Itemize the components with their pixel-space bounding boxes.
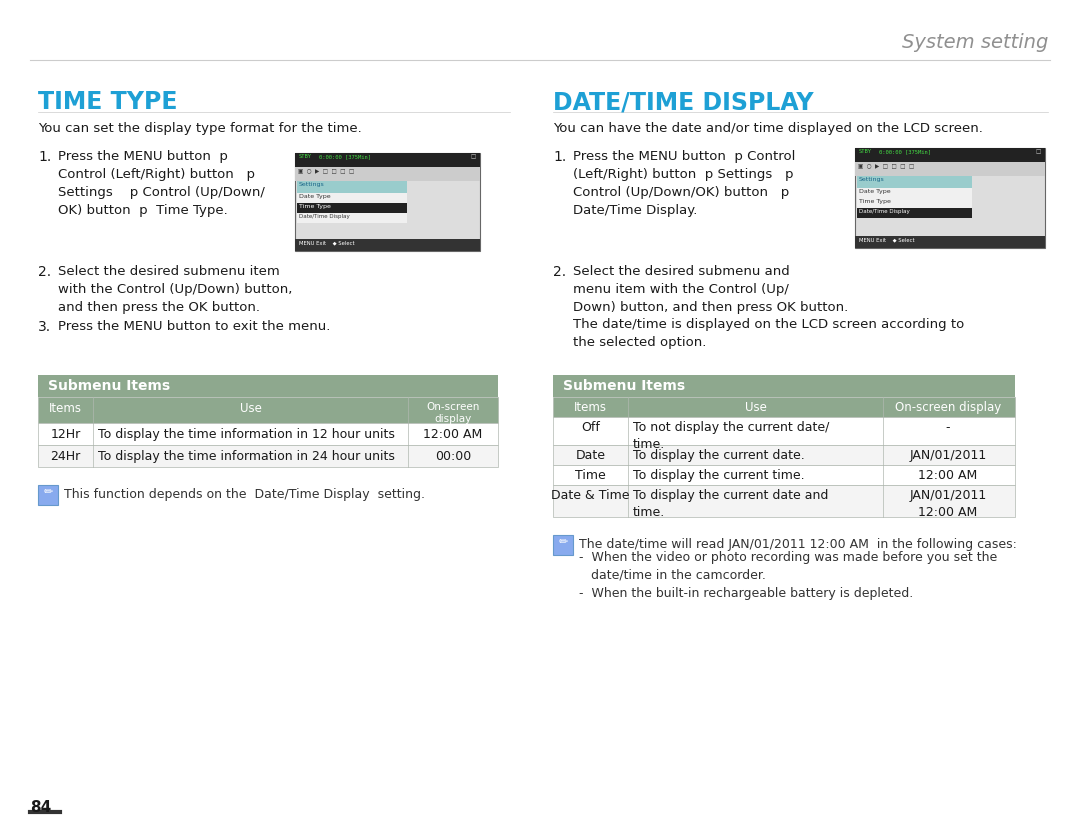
- Text: ▣  ○  ▶  □  □  □  □: ▣ ○ ▶ □ □ □ □: [298, 168, 354, 173]
- Text: DATE/TIME DISPLAY: DATE/TIME DISPLAY: [553, 90, 813, 114]
- Bar: [297, 181, 407, 193]
- Bar: [38, 485, 58, 505]
- Bar: [297, 203, 407, 213]
- Bar: [553, 465, 1015, 485]
- Text: The date/time is displayed on the LCD screen according to
the selected option.: The date/time is displayed on the LCD sc…: [573, 318, 964, 349]
- Text: 2.: 2.: [38, 265, 51, 279]
- Text: Select the desired submenu and
menu item with the Control (Up/
Down) button, and: Select the desired submenu and menu item…: [573, 265, 848, 314]
- Text: ▣  ○  ▶  □  □  □  □: ▣ ○ ▶ □ □ □ □: [858, 163, 915, 168]
- Text: System setting: System setting: [902, 33, 1048, 52]
- Text: Submenu Items: Submenu Items: [48, 379, 171, 393]
- Bar: [38, 423, 498, 445]
- Text: To display the current date and
time.: To display the current date and time.: [633, 489, 828, 518]
- Text: This function depends on the  Date/Time Display  setting.: This function depends on the Date/Time D…: [64, 488, 426, 501]
- Bar: [553, 417, 1015, 445]
- Bar: [858, 208, 972, 218]
- Bar: [855, 148, 1045, 162]
- Text: JAN/01/2011: JAN/01/2011: [909, 449, 987, 462]
- Text: The date/time will read JAN/01/2011 12:00 AM  in the following cases:: The date/time will read JAN/01/2011 12:0…: [579, 538, 1017, 551]
- Text: On-screen display: On-screen display: [895, 401, 1001, 414]
- Text: Time: Time: [576, 469, 606, 482]
- Text: MENU Exit    ◆ Select: MENU Exit ◆ Select: [859, 237, 915, 242]
- Text: Use: Use: [744, 401, 767, 414]
- Text: Date: Date: [576, 449, 606, 462]
- Text: Date Type: Date Type: [859, 189, 891, 194]
- Bar: [553, 397, 1015, 417]
- Text: 1.: 1.: [553, 150, 566, 164]
- Bar: [297, 193, 407, 203]
- Bar: [38, 445, 498, 467]
- Text: 24Hr: 24Hr: [51, 450, 81, 463]
- Text: Off: Off: [581, 421, 599, 434]
- Text: -  When the video or photo recording was made before you set the
   date/time in: - When the video or photo recording was …: [579, 551, 997, 600]
- Bar: [295, 153, 480, 251]
- Text: Use: Use: [240, 402, 261, 415]
- Text: You can have the date and/or time displayed on the LCD screen.: You can have the date and/or time displa…: [553, 122, 983, 135]
- Text: 12:00 AM: 12:00 AM: [918, 469, 977, 482]
- Bar: [858, 198, 972, 208]
- Text: Select the desired submenu item
with the Control (Up/Down) button,
and then pres: Select the desired submenu item with the…: [58, 265, 293, 314]
- Bar: [38, 375, 498, 397]
- Bar: [553, 375, 1015, 397]
- Text: To display the time information in 12 hour units: To display the time information in 12 ho…: [98, 428, 395, 441]
- Bar: [38, 397, 498, 423]
- Text: 0:00:00 [375Min]: 0:00:00 [375Min]: [319, 154, 372, 159]
- Bar: [855, 148, 1045, 248]
- Text: Items: Items: [573, 401, 607, 414]
- Bar: [553, 485, 1015, 517]
- Text: 00:00: 00:00: [435, 450, 471, 463]
- Text: JAN/01/2011
12:00 AM: JAN/01/2011 12:00 AM: [909, 489, 987, 518]
- Text: ✏: ✏: [43, 487, 53, 497]
- Text: 1.: 1.: [38, 150, 51, 164]
- Text: To display the current time.: To display the current time.: [633, 469, 805, 482]
- Text: Items: Items: [49, 402, 82, 415]
- Bar: [553, 535, 573, 555]
- Text: Date & Time: Date & Time: [551, 489, 630, 502]
- Bar: [553, 445, 1015, 465]
- Bar: [297, 213, 407, 223]
- Text: Date/Time Display: Date/Time Display: [299, 214, 350, 219]
- Text: 3.: 3.: [38, 320, 51, 334]
- Bar: [855, 162, 1045, 176]
- Text: 12:00 AM: 12:00 AM: [423, 428, 483, 441]
- Text: -: -: [946, 421, 950, 434]
- Bar: [295, 167, 480, 181]
- Text: Time Type: Time Type: [299, 204, 330, 209]
- Text: Press the MENU button to exit the menu.: Press the MENU button to exit the menu.: [58, 320, 330, 333]
- Text: Press the MENU button  p
Control (Left/Right) button   p
Settings    p Control (: Press the MENU button p Control (Left/Ri…: [58, 150, 265, 217]
- Text: 2.: 2.: [553, 265, 566, 279]
- Text: Press the MENU button  p Control
(Left/Right) button  p Settings   p
Control (Up: Press the MENU button p Control (Left/Ri…: [573, 150, 795, 217]
- Text: Settings: Settings: [859, 177, 885, 182]
- Text: On-screen
display: On-screen display: [427, 402, 480, 424]
- Text: 84: 84: [30, 800, 51, 815]
- Text: TIME TYPE: TIME TYPE: [38, 90, 177, 114]
- Text: MENU Exit    ◆ Select: MENU Exit ◆ Select: [299, 240, 354, 245]
- Text: Date Type: Date Type: [299, 194, 330, 199]
- Text: 12Hr: 12Hr: [51, 428, 81, 441]
- Text: ✏: ✏: [558, 537, 568, 547]
- Text: Date/Time Display: Date/Time Display: [859, 209, 909, 214]
- Text: Submenu Items: Submenu Items: [563, 379, 685, 393]
- Text: STBY: STBY: [859, 149, 872, 154]
- Text: □: □: [1036, 149, 1041, 154]
- Bar: [858, 176, 972, 188]
- Bar: [295, 239, 480, 251]
- Text: Time Type: Time Type: [859, 199, 891, 204]
- Text: To display the current date.: To display the current date.: [633, 449, 805, 462]
- Text: Settings: Settings: [299, 182, 325, 187]
- Text: STBY: STBY: [299, 154, 312, 159]
- Bar: [295, 153, 480, 167]
- Bar: [858, 188, 972, 198]
- Text: □: □: [471, 154, 476, 159]
- Text: You can set the display type format for the time.: You can set the display type format for …: [38, 122, 362, 135]
- Text: 0:00:00 [375Min]: 0:00:00 [375Min]: [879, 149, 931, 154]
- Bar: [855, 236, 1045, 248]
- Text: To display the time information in 24 hour units: To display the time information in 24 ho…: [98, 450, 395, 463]
- Text: To not display the current date/
time.: To not display the current date/ time.: [633, 421, 829, 450]
